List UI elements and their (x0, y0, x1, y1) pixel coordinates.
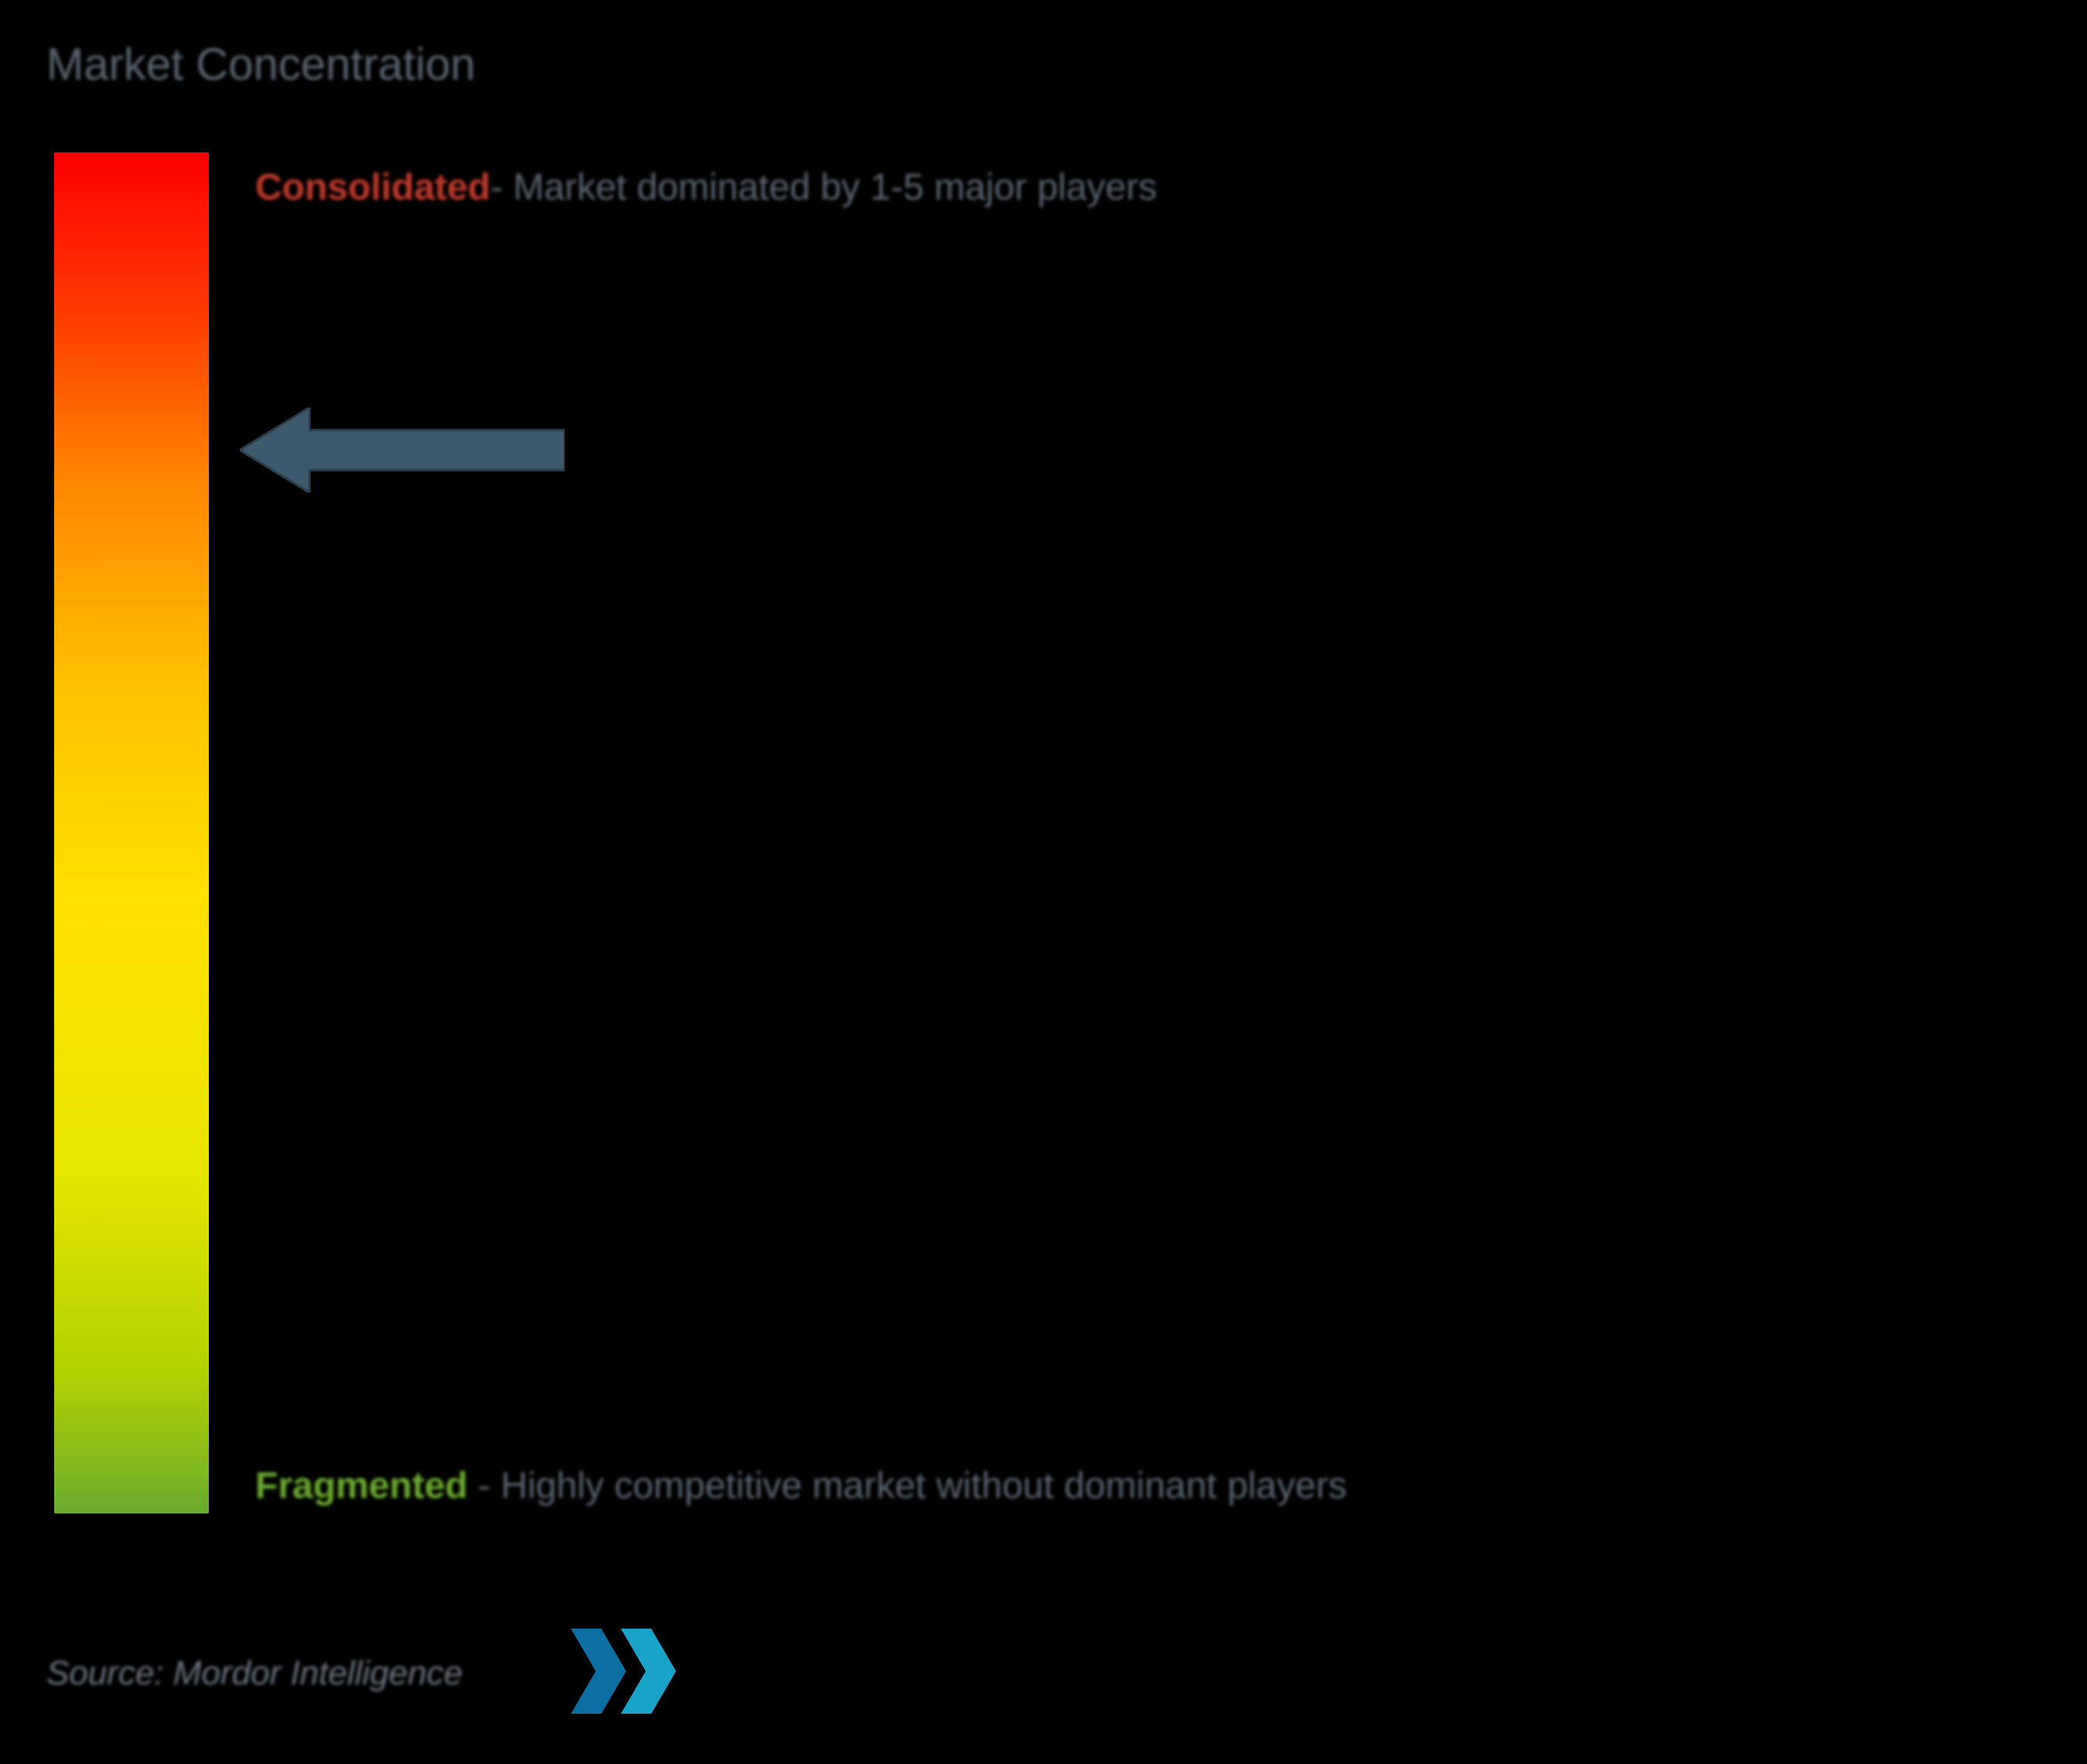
fragmented-description: - Highly competitive market without domi… (468, 1465, 1347, 1506)
concentration-gradient-bar (54, 152, 209, 1513)
footer: Source: Mordor Intelligence (46, 1629, 2041, 1718)
fragmented-keyword: Fragmented (255, 1465, 468, 1506)
chart-title: Market Concentration (46, 39, 2041, 90)
arrow-left-icon (240, 408, 565, 493)
main-area: Consolidated- Market dominated by 1-5 ma… (46, 152, 2041, 1544)
consolidated-keyword: Consolidated (255, 167, 490, 208)
source-attribution: Source: Mordor Intelligence (46, 1654, 463, 1693)
logo-icon (571, 1629, 702, 1714)
labels-column: Consolidated- Market dominated by 1-5 ma… (209, 152, 2041, 1544)
consolidated-description: - Market dominated by 1-5 major players (490, 167, 1157, 208)
mordor-logo (571, 1629, 702, 1718)
consolidated-label: Consolidated- Market dominated by 1-5 ma… (255, 160, 1994, 216)
fragmented-label: Fragmented - Highly competitive market w… (255, 1451, 1994, 1521)
position-arrow (240, 408, 565, 496)
